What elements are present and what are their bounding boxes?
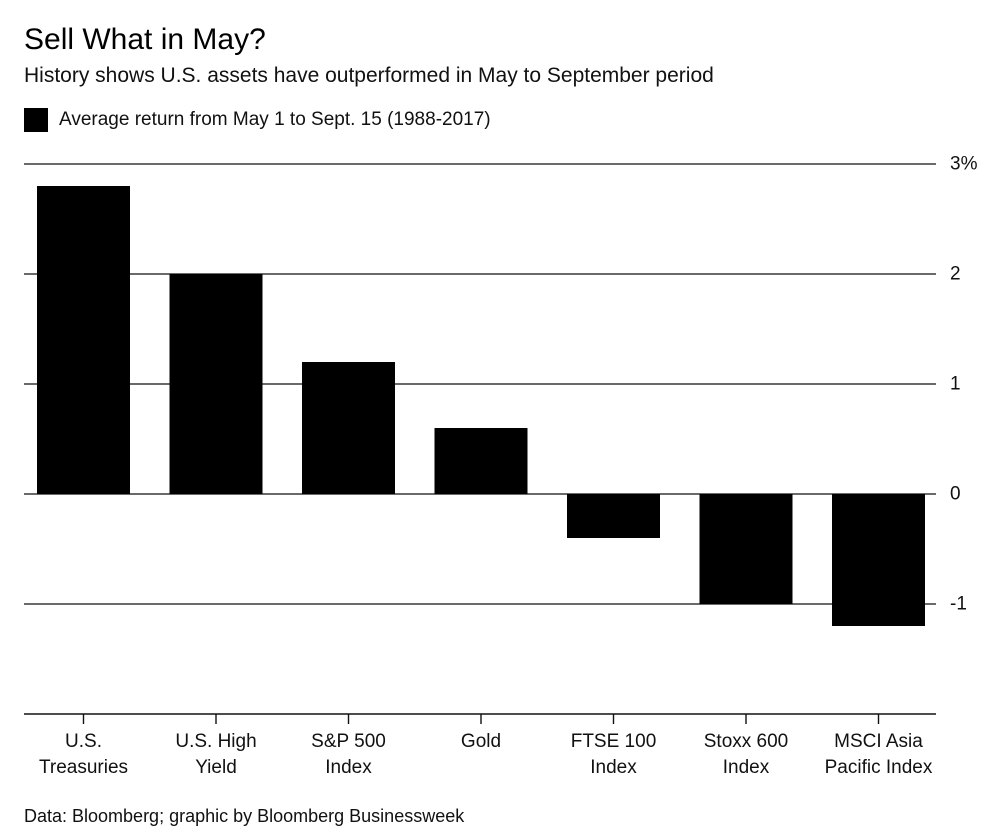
- bar: [567, 494, 660, 538]
- y-tick-label: 1: [950, 374, 961, 395]
- bar: [832, 494, 925, 626]
- bar: [699, 494, 793, 604]
- legend: Average return from May 1 to Sept. 15 (1…: [24, 106, 491, 134]
- y-tick-label: 0: [950, 484, 961, 505]
- x-tick-label: Stoxx 600 Index: [704, 731, 789, 778]
- chart-subtitle: History shows U.S. assets have outperfor…: [24, 64, 714, 87]
- x-tick-label: Gold: [461, 731, 501, 752]
- x-tick-label: S&P 500 Index: [311, 731, 386, 778]
- legend-swatch: [24, 108, 48, 132]
- bar: [37, 186, 130, 494]
- x-tick-label: FTSE 100 Index: [571, 731, 657, 778]
- bar: [302, 362, 395, 494]
- source-note: Data: Bloomberg; graphic by Bloomberg Bu…: [24, 806, 465, 826]
- legend-label: Average return from May 1 to Sept. 15 (1…: [59, 109, 491, 130]
- x-tick-label: MSCI Asia Pacific Index: [825, 731, 933, 778]
- y-tick-label: 3%: [950, 154, 978, 175]
- chart-title: Sell What in May?: [24, 23, 266, 56]
- x-tick-label: U.S. High Yield: [175, 731, 256, 778]
- bar: [434, 428, 528, 494]
- x-tick-label: U.S. Treasuries: [39, 731, 128, 778]
- y-tick-label: -1: [950, 594, 967, 615]
- y-tick-label: 2: [950, 264, 961, 285]
- bar: [169, 274, 263, 494]
